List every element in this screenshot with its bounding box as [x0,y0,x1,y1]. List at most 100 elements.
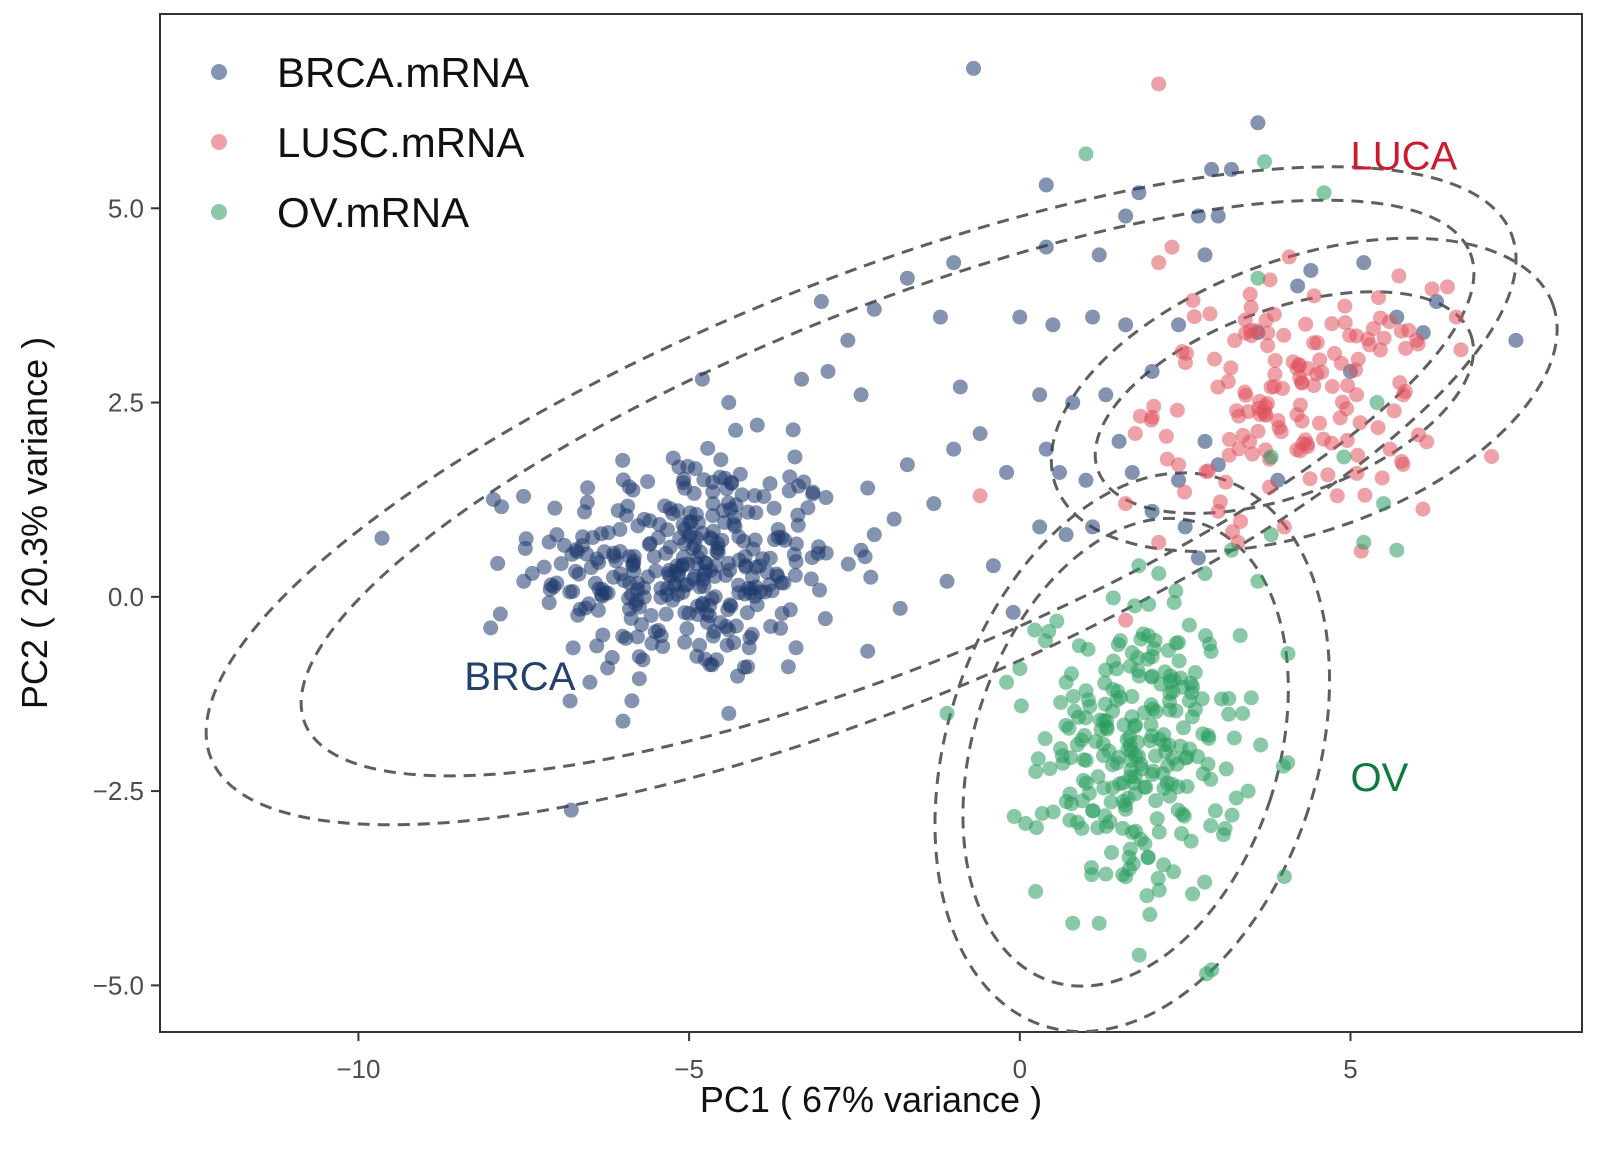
point-ov [1232,628,1248,644]
cluster-label-ov: OV [1351,756,1409,800]
point-ov [1203,818,1219,834]
point-brca [595,627,611,643]
point-lusc [1453,342,1469,358]
point-lusc [1409,332,1425,348]
point-lusc [1127,425,1143,441]
point-brca [1065,395,1081,411]
point-brca [1005,604,1021,620]
point-lusc [1349,387,1365,403]
point-ov [1250,573,1266,589]
point-ov [1183,833,1199,849]
point-ov [1104,845,1120,861]
point-lusc [1169,402,1185,418]
point-brca [866,527,882,543]
legend-label-ov: OV.mRNA [277,189,469,236]
point-brca [493,499,509,515]
point-brca [1144,503,1160,519]
point-lusc [1178,345,1194,361]
point-ov [1071,638,1087,654]
point-ov [1224,807,1240,823]
point-brca [642,513,658,529]
point-brca [612,521,628,537]
point-brca [860,643,876,659]
point-brca [723,598,739,614]
legend-label-brca: BRCA.mRNA [277,49,529,96]
point-brca [763,618,779,634]
point-lusc [1231,408,1247,424]
point-brca [788,554,804,570]
point-ov [1053,694,1069,710]
point-lusc [1237,384,1253,400]
point-brca [713,452,729,468]
point-brca [624,693,640,709]
point-lusc [1186,309,1202,325]
point-brca [1171,472,1187,488]
point-brca [734,487,750,503]
point-lusc [1349,465,1365,481]
point-brca [695,572,711,588]
point-lusc [1352,415,1368,431]
point-brca [932,309,948,325]
point-lusc [1340,377,1356,393]
point-brca [752,558,768,574]
point-brca [999,464,1015,480]
point-ov [1131,558,1147,574]
point-lusc [1348,362,1364,378]
point-brca [972,426,988,442]
cluster-label-brca: BRCA [464,655,575,699]
point-ov [1131,947,1147,963]
point-ov [1097,675,1113,691]
point-brca [1091,247,1107,263]
point-brca [740,659,756,675]
point-brca [712,469,728,485]
point-brca [794,371,810,387]
point-ov [939,705,955,721]
point-brca [662,568,678,584]
point-brca [762,476,778,492]
point-brca [1038,177,1054,193]
legend: BRCA.mRNA LUSC.mRNA OV.mRNA [211,49,529,236]
point-brca [782,469,798,485]
point-brca [863,569,879,585]
point-lusc [1424,281,1440,297]
point-lusc [1292,370,1308,386]
point-brca [946,255,962,271]
x-tick-label: 5 [1343,1054,1357,1084]
point-brca [615,452,631,468]
point-brca [483,620,499,636]
point-brca [946,441,962,457]
point-ov [1042,761,1058,777]
point-brca [818,490,834,506]
point-ov [1171,653,1187,669]
point-brca [579,546,595,562]
point-ov [1030,751,1046,767]
point-brca [680,458,696,474]
point-lusc [1370,420,1386,436]
point-lusc [1298,316,1314,332]
point-lusc [1262,272,1278,288]
point-ov [1151,882,1167,898]
confidence-ellipse-luca-3 [1049,236,1559,553]
point-lusc [1218,474,1234,490]
point-lusc [1164,239,1180,255]
y-tick-label: 5.0 [108,193,144,223]
point-lusc [1371,290,1387,306]
point-brca [562,693,578,709]
point-ov [1218,761,1234,777]
point-ov [1012,661,1028,677]
point-ov [1006,808,1022,824]
point-brca [492,606,508,622]
point-brca [705,628,721,644]
point-lusc [1276,327,1292,343]
point-ov [1147,748,1163,764]
point-ov [1175,720,1191,736]
point-brca [1197,433,1213,449]
point-lusc [1200,463,1216,479]
point-brca [536,559,552,575]
point-brca [568,563,584,579]
point-ov [1115,867,1131,883]
point-brca [626,553,642,569]
point-ov [1120,790,1136,806]
point-brca [718,567,734,583]
point-ov [1074,732,1090,748]
